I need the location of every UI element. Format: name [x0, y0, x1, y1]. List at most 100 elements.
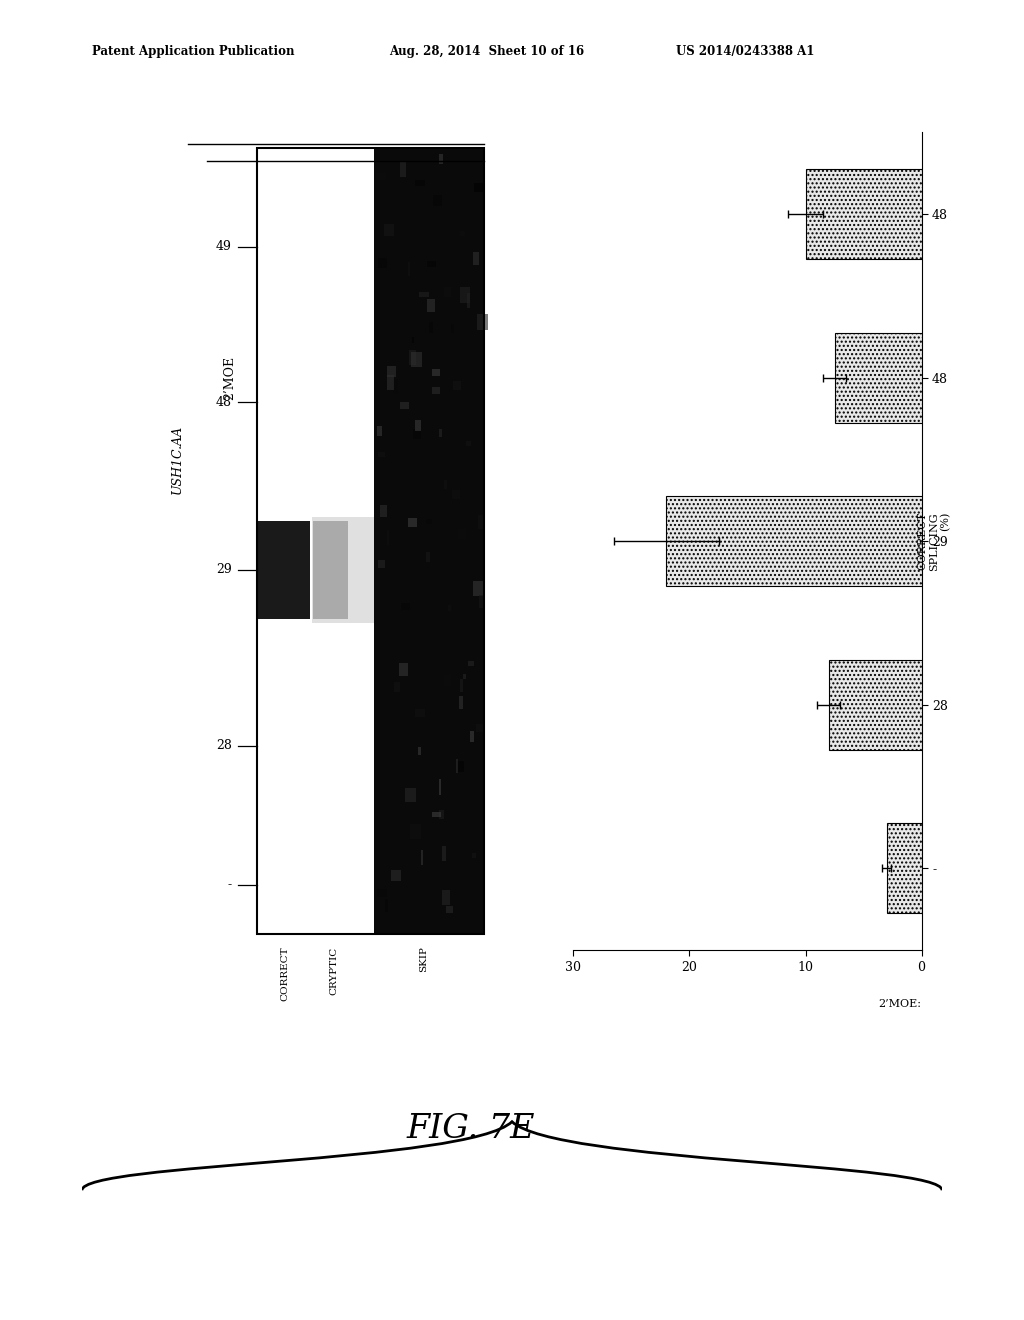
- Bar: [460, 288, 470, 302]
- Text: FIG. 7E: FIG. 7E: [407, 1113, 536, 1144]
- Bar: [400, 603, 410, 610]
- Text: 29: 29: [216, 564, 232, 577]
- Bar: [476, 725, 482, 733]
- Bar: [479, 595, 484, 609]
- Text: Patent Application Publication: Patent Application Publication: [92, 45, 295, 58]
- Bar: [399, 401, 409, 409]
- Bar: [432, 812, 441, 817]
- Bar: [387, 375, 394, 389]
- Text: CORRECT: CORRECT: [281, 946, 290, 1001]
- Bar: [384, 224, 394, 236]
- Bar: [429, 322, 433, 334]
- Bar: [432, 368, 440, 376]
- Bar: [472, 853, 475, 858]
- Text: US 2014/0243388 A1: US 2014/0243388 A1: [676, 45, 814, 58]
- Bar: [416, 709, 425, 717]
- Text: USH1C.AA: USH1C.AA: [171, 425, 183, 494]
- Text: 48: 48: [216, 396, 232, 409]
- Bar: [378, 560, 385, 568]
- Bar: [439, 810, 443, 818]
- Bar: [399, 664, 409, 676]
- Text: CRYPTIC: CRYPTIC: [330, 946, 339, 994]
- Bar: [409, 519, 417, 527]
- Bar: [445, 907, 453, 913]
- Bar: [420, 292, 429, 297]
- Bar: [444, 676, 452, 686]
- Bar: [470, 731, 474, 742]
- Bar: [257, 148, 484, 935]
- Bar: [387, 366, 396, 378]
- Bar: [378, 426, 382, 437]
- Bar: [390, 870, 400, 882]
- Text: -: -: [228, 878, 232, 891]
- Bar: [426, 552, 430, 561]
- Bar: [460, 696, 463, 709]
- Bar: [474, 183, 484, 191]
- Bar: [416, 420, 422, 430]
- Bar: [415, 180, 426, 186]
- Bar: [411, 824, 421, 838]
- Bar: [887, 824, 922, 913]
- Bar: [828, 660, 922, 750]
- Bar: [374, 148, 484, 935]
- Bar: [406, 622, 416, 630]
- Bar: [414, 183, 423, 194]
- Bar: [447, 606, 452, 611]
- Bar: [404, 788, 416, 801]
- Text: 28: 28: [216, 739, 232, 752]
- Bar: [442, 846, 445, 861]
- Bar: [433, 194, 441, 206]
- Bar: [473, 252, 479, 265]
- Bar: [378, 453, 385, 457]
- Bar: [377, 888, 387, 898]
- Bar: [442, 890, 450, 906]
- Bar: [412, 338, 414, 343]
- Bar: [380, 506, 387, 517]
- Bar: [472, 581, 483, 597]
- Bar: [411, 352, 422, 367]
- Bar: [456, 759, 458, 774]
- Bar: [443, 480, 446, 488]
- Bar: [667, 496, 922, 586]
- Bar: [257, 520, 309, 619]
- Bar: [439, 429, 441, 437]
- Bar: [460, 678, 463, 692]
- Bar: [438, 779, 441, 795]
- Bar: [427, 261, 435, 267]
- Bar: [379, 257, 387, 268]
- Bar: [451, 698, 453, 710]
- Bar: [459, 529, 466, 539]
- Bar: [426, 519, 432, 524]
- Bar: [313, 520, 347, 619]
- Bar: [463, 675, 466, 678]
- Bar: [409, 350, 417, 364]
- Bar: [460, 231, 465, 236]
- Bar: [257, 148, 484, 935]
- Bar: [385, 899, 387, 912]
- Bar: [835, 333, 922, 422]
- Text: 2’MOE:: 2’MOE:: [879, 999, 922, 1008]
- Bar: [444, 286, 452, 297]
- Text: CORRECT
SPLICING
(%): CORRECT SPLICING (%): [918, 512, 950, 570]
- Bar: [419, 747, 422, 755]
- Bar: [400, 162, 406, 177]
- Bar: [452, 323, 454, 333]
- Bar: [413, 429, 421, 440]
- Bar: [421, 850, 423, 866]
- Bar: [477, 515, 482, 529]
- Text: 49: 49: [216, 240, 232, 253]
- Bar: [469, 660, 474, 665]
- Bar: [387, 529, 389, 545]
- Bar: [427, 300, 435, 312]
- Bar: [408, 261, 410, 276]
- Bar: [393, 682, 400, 692]
- Bar: [376, 173, 386, 180]
- Bar: [439, 153, 442, 164]
- Bar: [458, 760, 464, 772]
- Bar: [477, 314, 487, 330]
- Bar: [432, 387, 440, 393]
- Bar: [453, 490, 460, 499]
- Bar: [467, 293, 470, 308]
- Bar: [392, 379, 398, 395]
- Bar: [466, 441, 471, 446]
